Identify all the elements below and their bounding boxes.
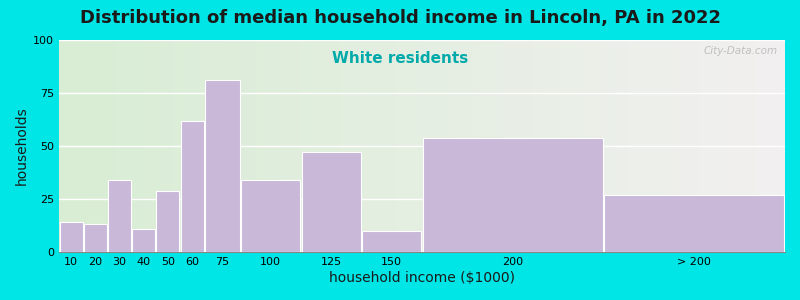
Bar — [302, 152, 361, 252]
Bar — [108, 180, 131, 252]
Bar — [181, 121, 204, 252]
Bar — [157, 190, 179, 252]
Bar — [132, 229, 155, 252]
Bar — [362, 231, 422, 252]
X-axis label: household income ($1000): household income ($1000) — [329, 271, 515, 285]
Bar — [241, 180, 301, 252]
Text: City-Data.com: City-Data.com — [704, 46, 778, 56]
Text: Distribution of median household income in Lincoln, PA in 2022: Distribution of median household income … — [79, 9, 721, 27]
Bar — [60, 222, 82, 252]
Bar — [205, 80, 240, 252]
Y-axis label: households: households — [15, 106, 29, 185]
Text: White residents: White residents — [332, 51, 468, 66]
Bar — [422, 137, 603, 252]
Bar — [84, 224, 107, 252]
Bar — [604, 195, 784, 252]
